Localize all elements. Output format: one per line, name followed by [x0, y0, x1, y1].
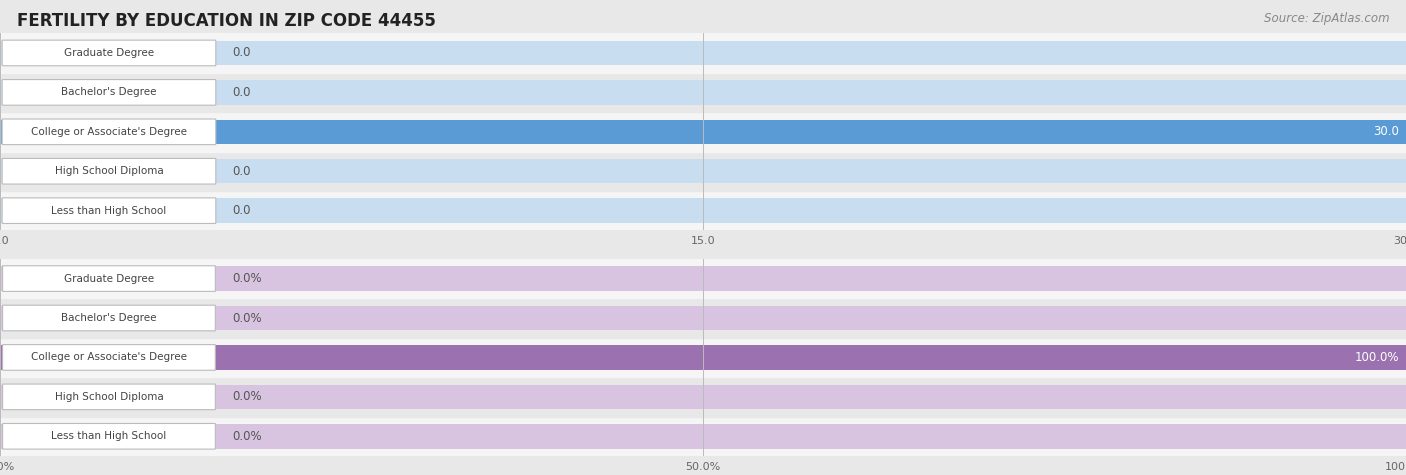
Text: 0.0%: 0.0%	[232, 272, 262, 285]
FancyBboxPatch shape	[3, 384, 215, 409]
Text: 0.0: 0.0	[232, 86, 250, 99]
Bar	[0, 377, 1406, 417]
FancyBboxPatch shape	[3, 266, 215, 291]
FancyBboxPatch shape	[3, 305, 215, 331]
Text: High School Diploma: High School Diploma	[55, 166, 163, 176]
Text: 0.0: 0.0	[232, 165, 250, 178]
Bar	[0, 41, 1406, 65]
Bar	[0, 266, 1406, 291]
Text: Graduate Degree: Graduate Degree	[63, 48, 155, 58]
Text: 30.0: 30.0	[1374, 125, 1399, 138]
FancyBboxPatch shape	[3, 80, 217, 105]
Bar	[0, 191, 1406, 230]
Bar	[0, 80, 1406, 104]
FancyBboxPatch shape	[3, 345, 215, 370]
Text: 0.0%: 0.0%	[232, 390, 262, 403]
Bar	[0, 73, 1406, 112]
Text: High School Diploma: High School Diploma	[55, 392, 163, 402]
Bar	[0, 306, 1406, 330]
Bar	[0, 345, 1406, 370]
Bar	[0, 385, 1406, 409]
Text: 100.0%: 100.0%	[1354, 351, 1399, 364]
Bar	[0, 152, 1406, 191]
Bar	[0, 259, 1406, 298]
Text: 0.0: 0.0	[232, 204, 250, 217]
Text: Bachelor's Degree: Bachelor's Degree	[62, 87, 156, 97]
Bar	[0, 417, 1406, 456]
Text: Less than High School: Less than High School	[52, 431, 166, 441]
Bar	[0, 33, 1406, 73]
Text: Less than High School: Less than High School	[52, 206, 166, 216]
Bar	[0, 112, 1406, 152]
FancyBboxPatch shape	[3, 198, 217, 223]
Bar	[0, 199, 1406, 223]
Text: Bachelor's Degree: Bachelor's Degree	[62, 313, 156, 323]
Text: 0.0: 0.0	[232, 47, 250, 59]
Text: Graduate Degree: Graduate Degree	[63, 274, 155, 284]
FancyBboxPatch shape	[3, 424, 215, 449]
Text: Source: ZipAtlas.com: Source: ZipAtlas.com	[1264, 12, 1389, 25]
Text: 0.0%: 0.0%	[232, 312, 262, 324]
FancyBboxPatch shape	[3, 40, 217, 66]
Bar	[0, 338, 1406, 377]
Text: 0.0%: 0.0%	[232, 430, 262, 443]
FancyBboxPatch shape	[3, 119, 217, 144]
Bar	[0, 298, 1406, 338]
Text: College or Associate's Degree: College or Associate's Degree	[31, 127, 187, 137]
Text: FERTILITY BY EDUCATION IN ZIP CODE 44455: FERTILITY BY EDUCATION IN ZIP CODE 44455	[17, 12, 436, 30]
FancyBboxPatch shape	[3, 159, 217, 184]
Text: College or Associate's Degree: College or Associate's Degree	[31, 352, 187, 362]
Bar	[0, 120, 1406, 144]
Bar	[0, 424, 1406, 448]
Bar	[0, 159, 1406, 183]
